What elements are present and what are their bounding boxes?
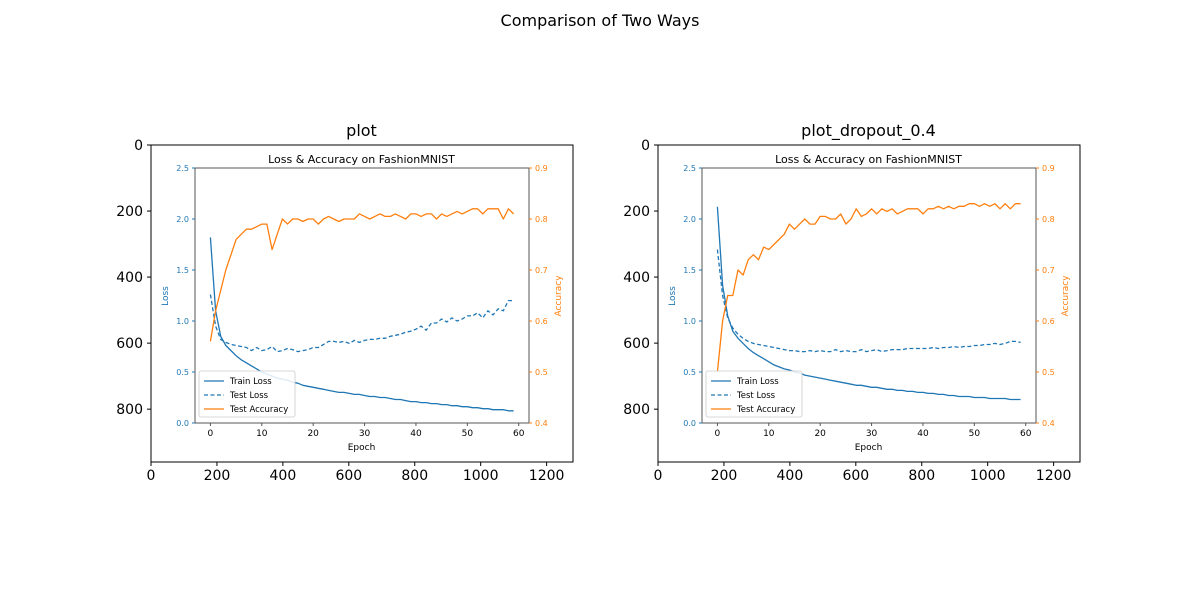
inner-right-tick-label: 0.8 <box>1042 215 1055 224</box>
inner-x-tick-label: 10 <box>256 429 268 439</box>
inner-x-tick-label: 60 <box>513 429 525 439</box>
outer-x-tick-label: 0 <box>654 468 663 484</box>
inner-x-tick-label: 40 <box>917 429 929 439</box>
outer-x-tick-label: 600 <box>335 468 362 484</box>
outer-x-tick-label: 400 <box>777 468 804 484</box>
inner-left-tick-label: 2.5 <box>176 164 189 173</box>
outer-y-tick-label: 400 <box>623 270 650 286</box>
inner-right-tick-label: 0.8 <box>535 215 548 224</box>
outer-x-tick-label: 800 <box>401 468 428 484</box>
legend-label: Test Accuracy <box>229 405 288 415</box>
inner-x-tick-label: 0 <box>208 429 214 439</box>
inner-left-tick-label: 2.0 <box>176 215 189 224</box>
inner-right-tick-label: 0.6 <box>1042 317 1055 326</box>
inner-left-tick-label: 0.0 <box>176 419 189 428</box>
legend-box <box>705 370 803 418</box>
test-loss-line <box>716 249 1021 353</box>
legend: Train Loss Test Loss Test Accuracy <box>705 370 803 418</box>
outer-y-tick-label: 800 <box>116 402 143 418</box>
inner-left-axis-label: Loss <box>668 286 678 306</box>
outer-y-tick-label: 200 <box>623 204 650 220</box>
test-accuracy-line <box>716 203 1021 373</box>
outer-x-tick-label: 800 <box>908 468 935 484</box>
legend-label: Train Loss <box>736 377 779 387</box>
inner-x-tick-label: 30 <box>359 429 371 439</box>
inner-x-tick-label: 60 <box>1020 429 1032 439</box>
inner-right-tick-label: 0.4 <box>1042 419 1055 428</box>
outer-y-tick-label: 400 <box>116 270 143 286</box>
inner-right-tick-label: 0.5 <box>1042 368 1055 377</box>
train-loss-line <box>716 206 1021 401</box>
inner-left-tick-label: 1.0 <box>683 317 696 326</box>
inner-axes-frame <box>194 167 530 424</box>
outer-axes-frame <box>150 144 574 463</box>
panel-plot-dropout: plot_dropout_0.4 Loss & Accuracy on Fash… <box>623 121 1081 484</box>
outer-x-tick-label: 0 <box>147 468 156 484</box>
outer-x-tick-label: 1000 <box>463 468 499 484</box>
outer-y-tick-label: 600 <box>623 336 650 352</box>
inner-right-tick-label: 0.7 <box>535 266 548 275</box>
test-accuracy-line <box>209 208 515 342</box>
inner-right-tick-label: 0.6 <box>535 317 548 326</box>
legend-box <box>198 370 296 418</box>
inner-left-axis-label: Loss <box>161 286 171 306</box>
legend-label: Test Accuracy <box>736 405 795 415</box>
inner-right-tick-label: 0.7 <box>1042 266 1055 275</box>
inner-right-tick-label: 0.5 <box>535 368 548 377</box>
outer-x-tick-label: 1200 <box>529 468 565 484</box>
inner-x-tick-label: 50 <box>969 429 981 439</box>
inner-right-tick-label: 0.9 <box>1042 164 1055 173</box>
inner-right-tick-label: 0.4 <box>535 419 548 428</box>
outer-x-tick-label: 1000 <box>970 468 1006 484</box>
inner-left-tick-label: 2.5 <box>683 164 696 173</box>
inner-x-tick-label: 30 <box>866 429 878 439</box>
inner-x-tick-label: 50 <box>462 429 474 439</box>
legend-label: Test Loss <box>229 391 269 401</box>
inner-chart-title: Loss & Accuracy on FashionMNIST <box>775 153 962 166</box>
test-loss-line <box>209 294 514 353</box>
inner-right-axis-label: Accuracy <box>1061 275 1071 317</box>
outer-x-tick-label: 1200 <box>1036 468 1072 484</box>
inner-x-tick-label: 10 <box>763 429 775 439</box>
outer-x-tick-label: 600 <box>842 468 869 484</box>
inner-left-tick-label: 0.5 <box>176 368 189 377</box>
inner-x-tick-label: 0 <box>715 429 721 439</box>
inner-left-tick-label: 1.0 <box>176 317 189 326</box>
inner-left-tick-label: 0.0 <box>683 419 696 428</box>
outer-y-tick-label: 200 <box>116 204 143 220</box>
legend-label: Test Loss <box>736 391 776 401</box>
outer-x-tick-label: 400 <box>270 468 297 484</box>
outer-axes-frame <box>657 144 1081 463</box>
outer-y-tick-label: 0 <box>134 138 143 154</box>
inner-left-tick-label: 2.0 <box>683 215 696 224</box>
inner-axes-frame <box>701 167 1037 424</box>
outer-y-tick-label: 0 <box>641 138 650 154</box>
legend: Train Loss Test Loss Test Accuracy <box>198 370 296 418</box>
inner-x-tick-label: 20 <box>307 429 319 439</box>
inner-x-axis-label: Epoch <box>855 443 883 453</box>
inner-x-tick-label: 20 <box>814 429 826 439</box>
inner-left-tick-label: 0.5 <box>683 368 696 377</box>
inner-left-tick-label: 1.5 <box>683 266 696 275</box>
inner-x-axis-label: Epoch <box>348 443 376 453</box>
outer-x-tick-label: 200 <box>204 468 231 484</box>
inner-right-tick-label: 0.9 <box>535 164 548 173</box>
inner-x-tick-label: 40 <box>410 429 422 439</box>
inner-left-tick-label: 1.5 <box>176 266 189 275</box>
outer-y-tick-label: 600 <box>116 336 143 352</box>
inner-chart-title: Loss & Accuracy on FashionMNIST <box>268 153 455 166</box>
outer-x-tick-label: 200 <box>711 468 738 484</box>
panel-plot: plot Loss & Accuracy on FashionMNIST Epo… <box>116 121 574 484</box>
legend-label: Train Loss <box>229 377 272 387</box>
panel-title: plot <box>346 121 377 140</box>
panel-title: plot_dropout_0.4 <box>801 121 936 141</box>
outer-y-tick-label: 800 <box>623 402 650 418</box>
figure-suptitle: Comparison of Two Ways <box>501 11 700 30</box>
inner-right-axis-label: Accuracy <box>554 275 564 317</box>
